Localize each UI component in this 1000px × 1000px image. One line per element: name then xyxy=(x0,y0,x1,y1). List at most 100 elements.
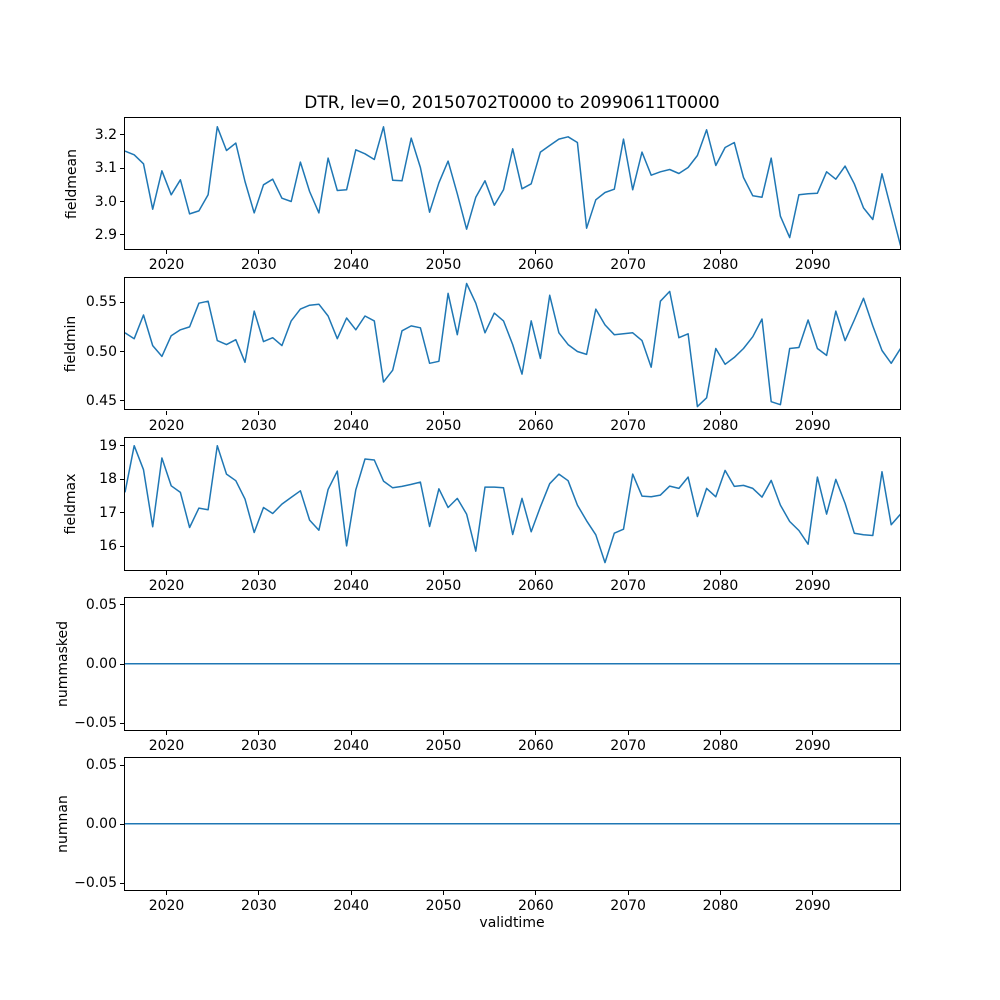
x-tick-mark xyxy=(535,890,537,895)
y-tick-label: 0.55 xyxy=(85,294,117,311)
y-tick-mark xyxy=(120,234,124,236)
x-tick-label: 2030 xyxy=(241,897,277,914)
x-tick-mark xyxy=(166,890,168,895)
x-tick-mark xyxy=(350,250,352,255)
y-tick-mark xyxy=(120,823,124,825)
x-tick-mark xyxy=(166,250,168,255)
y-tick-mark xyxy=(120,351,124,353)
x-tick-mark xyxy=(166,570,168,575)
y-tick-mark xyxy=(120,764,124,766)
x-tick-label: 2060 xyxy=(517,417,554,434)
series-fieldmax xyxy=(125,445,900,564)
x-tick-label: 2060 xyxy=(517,577,554,594)
y-tick-mark xyxy=(120,134,124,136)
x-tick-mark xyxy=(350,730,352,735)
x-tick-mark xyxy=(442,570,444,575)
x-tick-label: 2090 xyxy=(794,577,831,594)
y-tick-mark xyxy=(120,545,124,547)
x-tick-label: 2090 xyxy=(794,257,831,274)
y-tick-label: 0.45 xyxy=(85,392,117,409)
line-fieldmax xyxy=(125,445,900,564)
x-tick-label: 2090 xyxy=(794,897,831,914)
x-tick-label: 2030 xyxy=(241,737,277,754)
y-tick-label: 0.00 xyxy=(85,816,117,833)
x-tick-label: 2080 xyxy=(702,737,739,754)
x-tick-mark xyxy=(627,730,629,735)
x-tick-label: 2060 xyxy=(517,257,554,274)
x-tick-label: 2040 xyxy=(333,897,369,914)
series-fieldmean xyxy=(125,126,900,246)
y-tick-label: 3.1 xyxy=(94,160,117,177)
x-tick-label: 2080 xyxy=(702,417,739,434)
x-tick-mark xyxy=(627,410,629,415)
x-tick-label: 2020 xyxy=(148,737,185,754)
x-tick-label: 2040 xyxy=(333,737,369,754)
line-fieldmin xyxy=(125,282,900,408)
x-tick-mark xyxy=(812,570,814,575)
x-tick-mark xyxy=(535,730,537,735)
x-tick-mark xyxy=(627,250,629,255)
line-numnan xyxy=(125,823,900,825)
x-tick-mark xyxy=(719,570,721,575)
x-tick-mark xyxy=(350,890,352,895)
y-tick-mark xyxy=(120,167,124,169)
x-tick-label: 2070 xyxy=(610,417,646,434)
x-tick-mark xyxy=(719,410,721,415)
y-tick-label: 3.0 xyxy=(94,193,117,210)
line-fieldmean xyxy=(125,126,900,246)
x-tick-label: 2030 xyxy=(241,577,277,594)
x-tick-label: 2020 xyxy=(148,257,185,274)
x-tick-mark xyxy=(258,250,260,255)
plot-title: DTR, lev=0, 20150702T0000 to 20990611T00… xyxy=(304,93,720,113)
x-tick-mark xyxy=(812,730,814,735)
y-tick-mark xyxy=(120,301,124,303)
x-tick-label: 2070 xyxy=(610,577,646,594)
y-tick-label: 0.50 xyxy=(85,343,117,360)
x-tick-label: 2050 xyxy=(425,577,462,594)
x-tick-mark xyxy=(442,250,444,255)
x-tick-mark xyxy=(350,570,352,575)
y-tick-mark xyxy=(120,604,124,606)
x-tick-label: 2040 xyxy=(333,577,369,594)
y-tick-label: 0.05 xyxy=(85,757,117,774)
series-fieldmin xyxy=(125,282,900,408)
x-tick-mark xyxy=(812,890,814,895)
subplot-fieldmin xyxy=(124,277,901,411)
x-tick-mark xyxy=(535,410,537,415)
x-tick-label: 2050 xyxy=(425,897,462,914)
x-tick-mark xyxy=(719,250,721,255)
x-tick-label: 2020 xyxy=(148,897,185,914)
x-tick-label: 2030 xyxy=(241,417,277,434)
y-tick-mark xyxy=(120,663,124,665)
x-tick-mark xyxy=(258,410,260,415)
x-tick-mark xyxy=(258,890,260,895)
subplot-nummasked xyxy=(124,597,901,731)
x-tick-mark xyxy=(258,570,260,575)
x-tick-label: 2050 xyxy=(425,257,462,274)
x-tick-label: 2050 xyxy=(425,417,462,434)
x-tick-mark xyxy=(166,410,168,415)
subplot-fieldmax xyxy=(124,437,901,571)
x-tick-mark xyxy=(535,570,537,575)
x-tick-mark xyxy=(258,730,260,735)
x-tick-mark xyxy=(812,250,814,255)
line-nummasked xyxy=(125,663,900,665)
x-tick-label: 2080 xyxy=(702,897,739,914)
y-tick-label: −0.05 xyxy=(74,875,117,892)
x-tick-label: 2090 xyxy=(794,417,831,434)
y-tick-mark xyxy=(120,478,124,480)
y-tick-label: 16 xyxy=(99,538,117,555)
x-tick-mark xyxy=(719,890,721,895)
x-tick-mark xyxy=(442,730,444,735)
y-tick-label: 0.00 xyxy=(85,656,117,672)
x-tick-mark xyxy=(442,410,444,415)
subplot-numnan xyxy=(124,757,901,891)
y-tick-label: −0.05 xyxy=(74,715,117,732)
y-tick-label: 3.2 xyxy=(94,126,117,143)
x-tick-mark xyxy=(719,730,721,735)
x-axis-label: validtime xyxy=(479,915,545,931)
x-tick-label: 2020 xyxy=(148,417,185,434)
x-tick-mark xyxy=(442,890,444,895)
x-tick-label: 2040 xyxy=(333,257,369,274)
x-tick-label: 2080 xyxy=(702,257,739,274)
